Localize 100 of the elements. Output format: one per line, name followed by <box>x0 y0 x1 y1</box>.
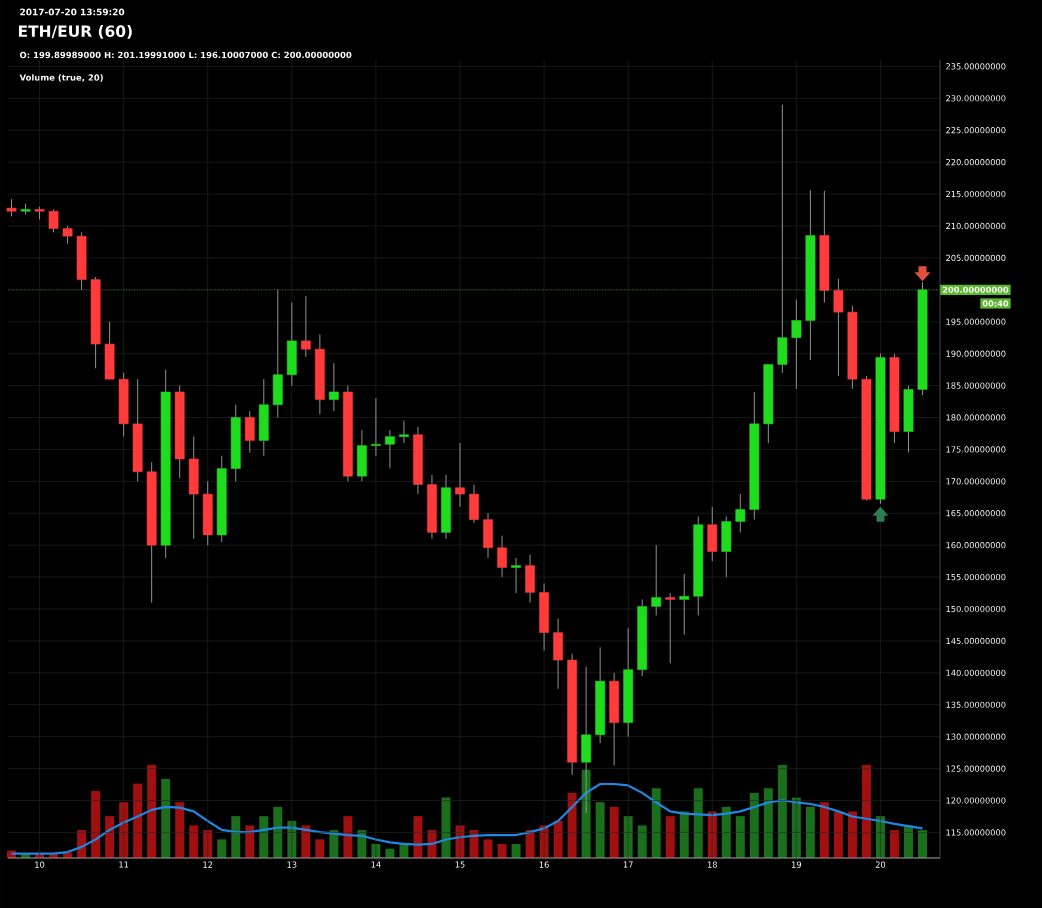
bar <box>721 806 731 858</box>
bar <box>637 825 647 858</box>
candlestick <box>469 484 479 524</box>
candlestick <box>272 289 283 418</box>
candlestick <box>483 512 493 559</box>
y-tick-label: 175.00000000 <box>946 446 1006 453</box>
bar <box>609 806 619 858</box>
candlestick <box>62 225 73 245</box>
y-tick-label: 135.00000000 <box>946 701 1006 708</box>
bar <box>441 797 451 858</box>
bar <box>483 839 493 858</box>
candlestick <box>903 385 914 454</box>
bar <box>679 811 689 858</box>
y-tick-label: 160.00000000 <box>946 542 1006 549</box>
candlestick <box>441 474 451 540</box>
x-tick-label: 12 <box>203 861 213 868</box>
bar <box>833 811 843 858</box>
x-tick-label: 17 <box>623 861 633 868</box>
chart-subtitle: 2017-07-20 13:59:20 <box>20 8 125 16</box>
y-tick-label: 215.00000000 <box>946 190 1006 198</box>
candlestick <box>300 295 311 358</box>
x-tick-label: 18 <box>707 861 717 868</box>
bar <box>105 816 115 858</box>
bar <box>595 802 605 858</box>
y-tick-label: 155.00000000 <box>946 573 1006 581</box>
candlestick <box>791 298 802 390</box>
candlestick <box>399 420 409 444</box>
bar <box>889 830 899 858</box>
y-tick-label: 205.00000000 <box>946 254 1006 261</box>
bar <box>511 844 521 858</box>
bar <box>315 839 325 858</box>
candlestick <box>805 189 816 361</box>
y-tick-label: 210.00000000 <box>946 222 1006 230</box>
candlestick <box>90 276 101 369</box>
candlestick <box>889 353 900 444</box>
bar <box>819 802 829 858</box>
bar <box>918 830 927 858</box>
y-tick-label: 120.00000000 <box>946 797 1006 804</box>
candlestick <box>497 535 507 578</box>
candlestick <box>160 369 171 559</box>
candlestick <box>553 618 563 690</box>
candlestick <box>693 515 704 616</box>
candlestick <box>777 104 788 374</box>
candlestick <box>917 281 928 396</box>
candlestick <box>875 353 886 505</box>
y-tick-label: 230.00000000 <box>946 95 1006 102</box>
candlestick <box>76 231 87 291</box>
bar <box>175 802 185 858</box>
y-tick-label: 165.00000000 <box>946 510 1006 517</box>
bar <box>343 816 353 858</box>
y-tick-label: 130.00000000 <box>946 733 1006 740</box>
bar <box>133 783 143 858</box>
candlestick <box>132 378 143 482</box>
candlestick <box>721 515 732 578</box>
y-tick-label: 140.00000000 <box>946 669 1006 676</box>
candlestick <box>749 391 760 521</box>
candlestick <box>623 627 634 738</box>
y-tick-label: 170.00000000 <box>946 478 1006 485</box>
y-tick-label: 190.00000000 <box>946 350 1006 357</box>
y-tick-label: 145.00000000 <box>946 637 1006 645</box>
bar <box>735 816 745 858</box>
candlestick <box>539 582 549 651</box>
candlestick <box>637 598 648 677</box>
bar <box>847 811 857 858</box>
candlestick <box>665 592 676 664</box>
text: O: 199.89989000 H: 201.19991000 L: 196.10007000 C: 200.00000000 <box>19 51 352 59</box>
candlestick <box>216 455 227 543</box>
x-tick-label: 16 <box>539 861 549 868</box>
candlestick <box>146 461 157 604</box>
candlestick <box>525 554 535 604</box>
candlestick <box>511 557 521 594</box>
candlestick <box>651 544 662 616</box>
candlestick <box>861 375 872 500</box>
bar <box>567 792 577 858</box>
bar <box>245 825 255 858</box>
chart-title: Volume (true, 20) <box>19 74 103 82</box>
candlestick <box>230 404 241 482</box>
candlestick <box>567 653 577 776</box>
candlestick <box>202 480 213 546</box>
bar <box>189 825 199 858</box>
candlestick <box>34 206 45 221</box>
candlestick <box>413 426 423 495</box>
candlestick <box>707 506 718 562</box>
candlestick <box>286 302 297 387</box>
bar <box>749 792 759 858</box>
x-tick-label: 11 <box>119 861 129 868</box>
chart-title: ETH/EUR (60) <box>18 25 132 39</box>
bar <box>259 816 269 858</box>
bar <box>861 764 871 858</box>
y-tick-label: 115.00000000 <box>946 829 1006 836</box>
bar <box>777 764 787 858</box>
x-tick-label: 14 <box>371 861 381 868</box>
candlestick <box>833 278 844 377</box>
bar <box>665 816 675 858</box>
candlestick <box>595 646 606 744</box>
candlestick <box>343 385 353 482</box>
bar <box>217 839 227 858</box>
y-tick-label: 125.00000000 <box>946 765 1006 772</box>
y-tick-label: 235.00000000 <box>946 63 1006 70</box>
x-tick-label: 15 <box>455 861 465 868</box>
